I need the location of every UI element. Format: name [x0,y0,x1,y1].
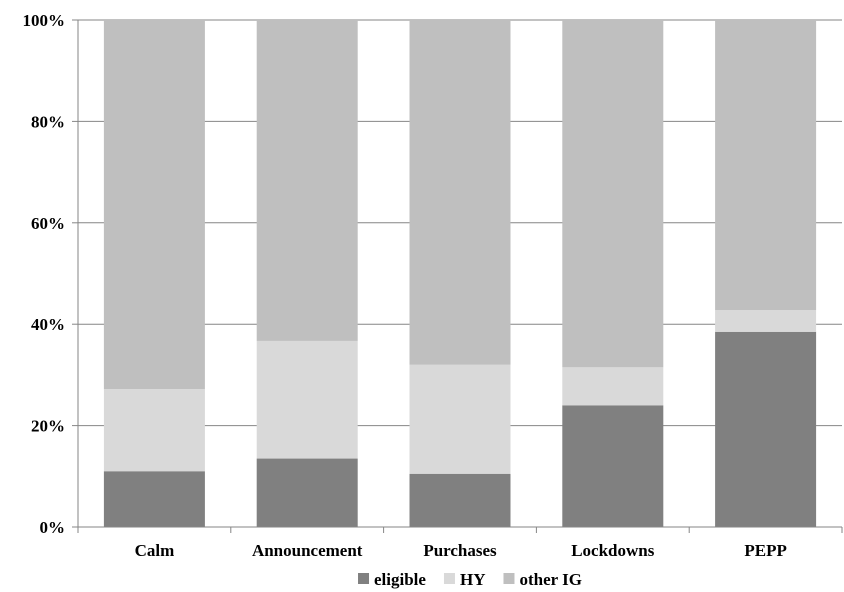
bar-announcement-hy [256,340,358,459]
bar-announcement-eligible [256,458,358,527]
y-tick-label: 100% [23,11,66,30]
y-tick-label: 40% [31,315,65,334]
bar-pepp-other-ig [715,20,817,311]
x-tick-label: Lockdowns [571,541,655,560]
bar-calm-hy [103,389,205,472]
x-tick-label: Calm [135,541,175,560]
bar-purchases-hy [409,364,511,474]
bar-purchases-eligible [409,473,511,527]
x-axis-labels: Calm Announcement Purchases Lockdowns PEPP [135,541,787,560]
y-axis-ticks: 0% 20% 40% 60% 80% 100% [23,11,66,537]
bar-purchases-other-ig [409,20,511,365]
legend-label-eligible: eligible [374,570,426,589]
bar-pepp-hy [715,310,817,332]
bar-announcement-other-ig [256,20,358,341]
y-tick-label: 60% [31,214,65,233]
legend-label-other-ig: other IG [519,570,582,589]
legend: eligible HY other IG [358,570,582,589]
y-tick-label: 80% [31,112,65,131]
legend-swatch-hy [443,573,455,584]
legend-swatch-other-ig [503,573,515,584]
x-tick-label: Announcement [252,541,363,560]
x-tick-label: Purchases [423,541,497,560]
y-tick-label: 0% [40,518,66,537]
legend-label-hy: HY [460,570,486,589]
bar-calm-eligible [103,471,205,527]
bar-calm-other-ig [103,20,205,390]
bars [103,20,817,527]
y-tick-label: 20% [31,417,65,436]
bar-lockdowns-eligible [562,405,664,527]
x-tick-label: PEPP [744,541,787,560]
bar-lockdowns-other-ig [562,20,664,368]
legend-swatch-eligible [358,573,370,584]
bar-pepp-eligible [715,331,817,527]
axes [72,19,843,533]
bar-lockdowns-hy [562,367,664,406]
